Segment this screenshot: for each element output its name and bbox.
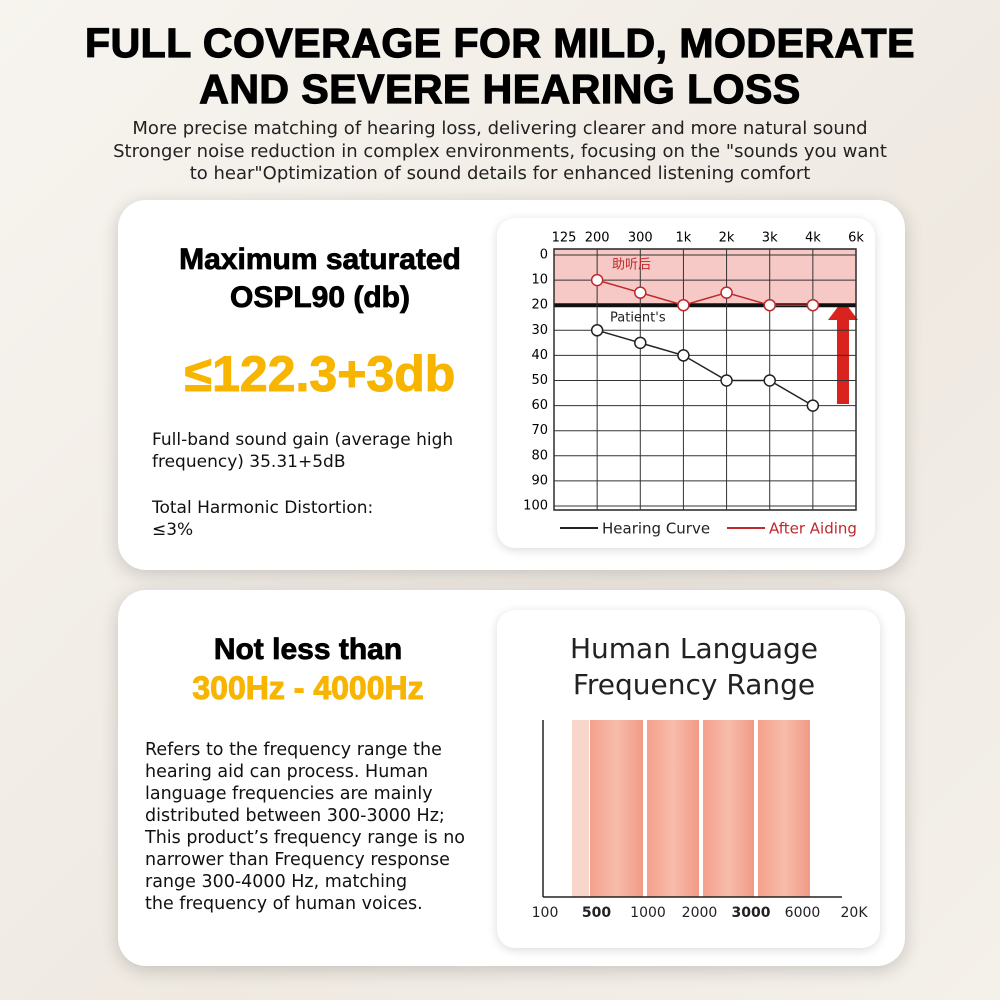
legend-label: After Aiding [769,520,857,538]
annotation: Patient's [610,311,666,326]
point [677,349,690,362]
x-tick-label: 1000 [630,905,666,921]
text-line: Full-band sound gain (average high [152,430,454,450]
block [572,720,589,897]
block [703,720,754,897]
y-tick-label: 60 [531,398,548,413]
heading-line: OSPL90 (db) [229,281,411,315]
x-tick-label: 300 [628,231,653,246]
y-tick-label: 10 [531,273,548,288]
paragraph: Refers to the frequency range the hearin… [145,739,465,915]
arrow [828,300,858,404]
shaded-band [554,249,856,306]
x-tick-label: 2k [719,231,735,246]
y-tick-label: 0 [540,248,548,263]
y-tick-label: 100 [523,499,548,514]
paragraph: Total Harmonic Distortion: ≤3% [152,497,373,541]
x-tick-label: 1k [676,231,692,246]
text-line: frequency) 35.31+5dB [152,452,346,472]
card-heading: Not less than [128,631,488,669]
series-line [596,329,814,407]
y-tick-label: 20 [531,298,548,313]
y-tick-label: 50 [531,373,548,388]
subtitle-line: Stronger noise reduction in complex envi… [113,140,887,162]
title-line: FULL COVERAGE FOR MILD, MODERATE [84,19,915,66]
card-heading: Maximum saturated OSPL90 (db) [140,241,500,317]
chart-title: Frequency Range [573,668,815,701]
x-tick-label: 200 [585,231,610,246]
range-blocks [572,720,810,897]
y-tick-label: 80 [531,448,548,463]
point [634,336,647,350]
text-line: ≤3% [152,520,194,540]
series-line [596,279,813,306]
x-tick-label: 3000 [732,905,771,921]
point [590,273,604,287]
point [720,374,733,387]
point [763,374,776,387]
point [720,286,733,299]
point [634,286,647,299]
x-tick-label: 500 [582,905,611,921]
text-line: the frequency of human voices. [145,894,423,914]
y-tick-label: 30 [531,323,548,338]
x-tick-label: 125 [552,231,577,246]
paragraph: Full-band sound gain (average high frequ… [152,429,453,473]
chart-title: Human Language [570,632,818,665]
text-line: language frequencies are mainly [145,784,433,804]
point [590,324,604,337]
subtitle-line: More precise matching of hearing loss, d… [132,118,868,139]
annotation: 助听后 [612,258,651,273]
text-line: distributed between 300-3000 Hz; [145,806,445,826]
subtitle: More precise matching of hearing loss, d… [0,118,1000,186]
heading-line: Maximum saturated [179,243,462,277]
subtitle-line: to hear"Optimization of sound details fo… [189,163,811,184]
block [758,720,810,897]
text-line: Total Harmonic Distortion: [152,498,374,518]
y-tick-label: 70 [531,423,548,438]
y-tick-label: 90 [531,473,548,488]
text-line: narrower than Frequency response [145,850,450,870]
point [806,399,820,412]
highlight: 300Hz - 4000Hz [192,670,424,707]
x-tick-label: 2000 [682,905,718,921]
block [590,720,643,897]
x-tick-label: 4k [805,231,821,246]
x-tick-label: 3k [762,231,778,246]
heading-line: Not less than [213,633,403,667]
point [677,298,690,312]
text-line: range 300-4000 Hz, matching [145,872,408,892]
x-tick-label: 20K [841,905,869,921]
x-tick-label: 100 [532,905,559,921]
text-line: Refers to the frequency range the [145,740,442,760]
legend-label: Hearing Curve [602,520,710,538]
point [763,298,776,312]
title-line: AND SEVERE HEARING LOSS [199,65,801,112]
y-tick-label: 40 [531,348,548,363]
text-line: This product’s frequency range is no [145,828,465,848]
point [806,298,820,312]
highlight: ≤122.3+3db [184,346,456,403]
x-tick-label: 6000 [785,905,821,921]
text-line: hearing aid can process. Human [145,762,429,782]
x-tick-label: 6k [848,231,864,246]
title: FULL COVERAGE FOR MILD, MODERATE AND SEV… [0,19,1000,112]
block [647,720,699,897]
